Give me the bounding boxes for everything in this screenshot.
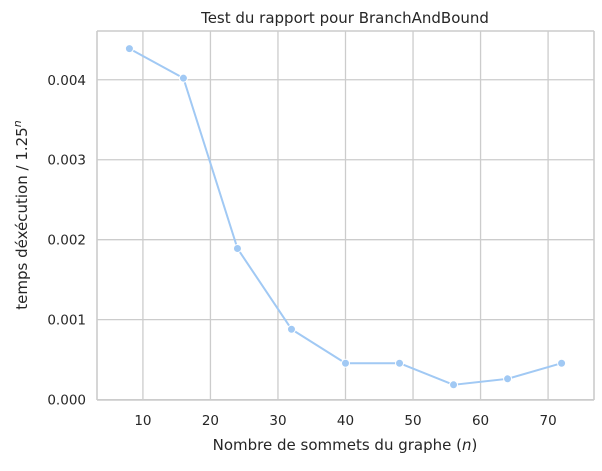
data-point — [557, 358, 567, 368]
data-point — [232, 243, 242, 253]
x-tick-label: 50 — [404, 413, 421, 429]
y-tick-label: 0.001 — [47, 313, 86, 329]
y-tick-label: 0.004 — [47, 73, 86, 89]
x-tick-label: 70 — [539, 413, 556, 429]
y-axis-label: temps déxécution / 1.25n — [11, 120, 31, 309]
x-tick-label: 60 — [472, 413, 489, 429]
y-axis-label-text: temps déxécution / 1.25 — [13, 127, 31, 309]
data-point — [178, 73, 188, 83]
x-tick-label: 20 — [202, 413, 219, 429]
y-axis-label-exponent: n — [11, 120, 24, 127]
x-axis-label-end: ) — [472, 436, 478, 454]
data-point — [286, 324, 296, 334]
data-point — [503, 374, 513, 384]
x-tick-label: 30 — [269, 413, 286, 429]
data-point — [124, 44, 134, 54]
data-series — [124, 44, 567, 390]
y-tick-label: 0.003 — [47, 153, 86, 169]
x-tick-label: 40 — [337, 413, 354, 429]
x-axis-label: Nombre de sommets du graphe (n) — [213, 436, 478, 454]
tick-labels: 10 20 30 40 50 60 70 0.000 0.001 0.002 0.003 0.004 — [47, 73, 556, 429]
data-point — [395, 358, 405, 368]
axes — [96, 30, 595, 401]
y-tick-label: 0.002 — [47, 233, 86, 249]
y-tick-label: 0.000 — [47, 393, 86, 409]
chart-title: Test du rapport pour BranchAndBound — [200, 9, 489, 27]
data-point — [341, 358, 350, 368]
data-point — [449, 380, 459, 390]
x-axis-label-variable: n — [462, 436, 472, 454]
x-axis-label-text: Nombre de sommets du graphe ( — [213, 436, 462, 454]
x-tick-label: 10 — [134, 413, 151, 429]
